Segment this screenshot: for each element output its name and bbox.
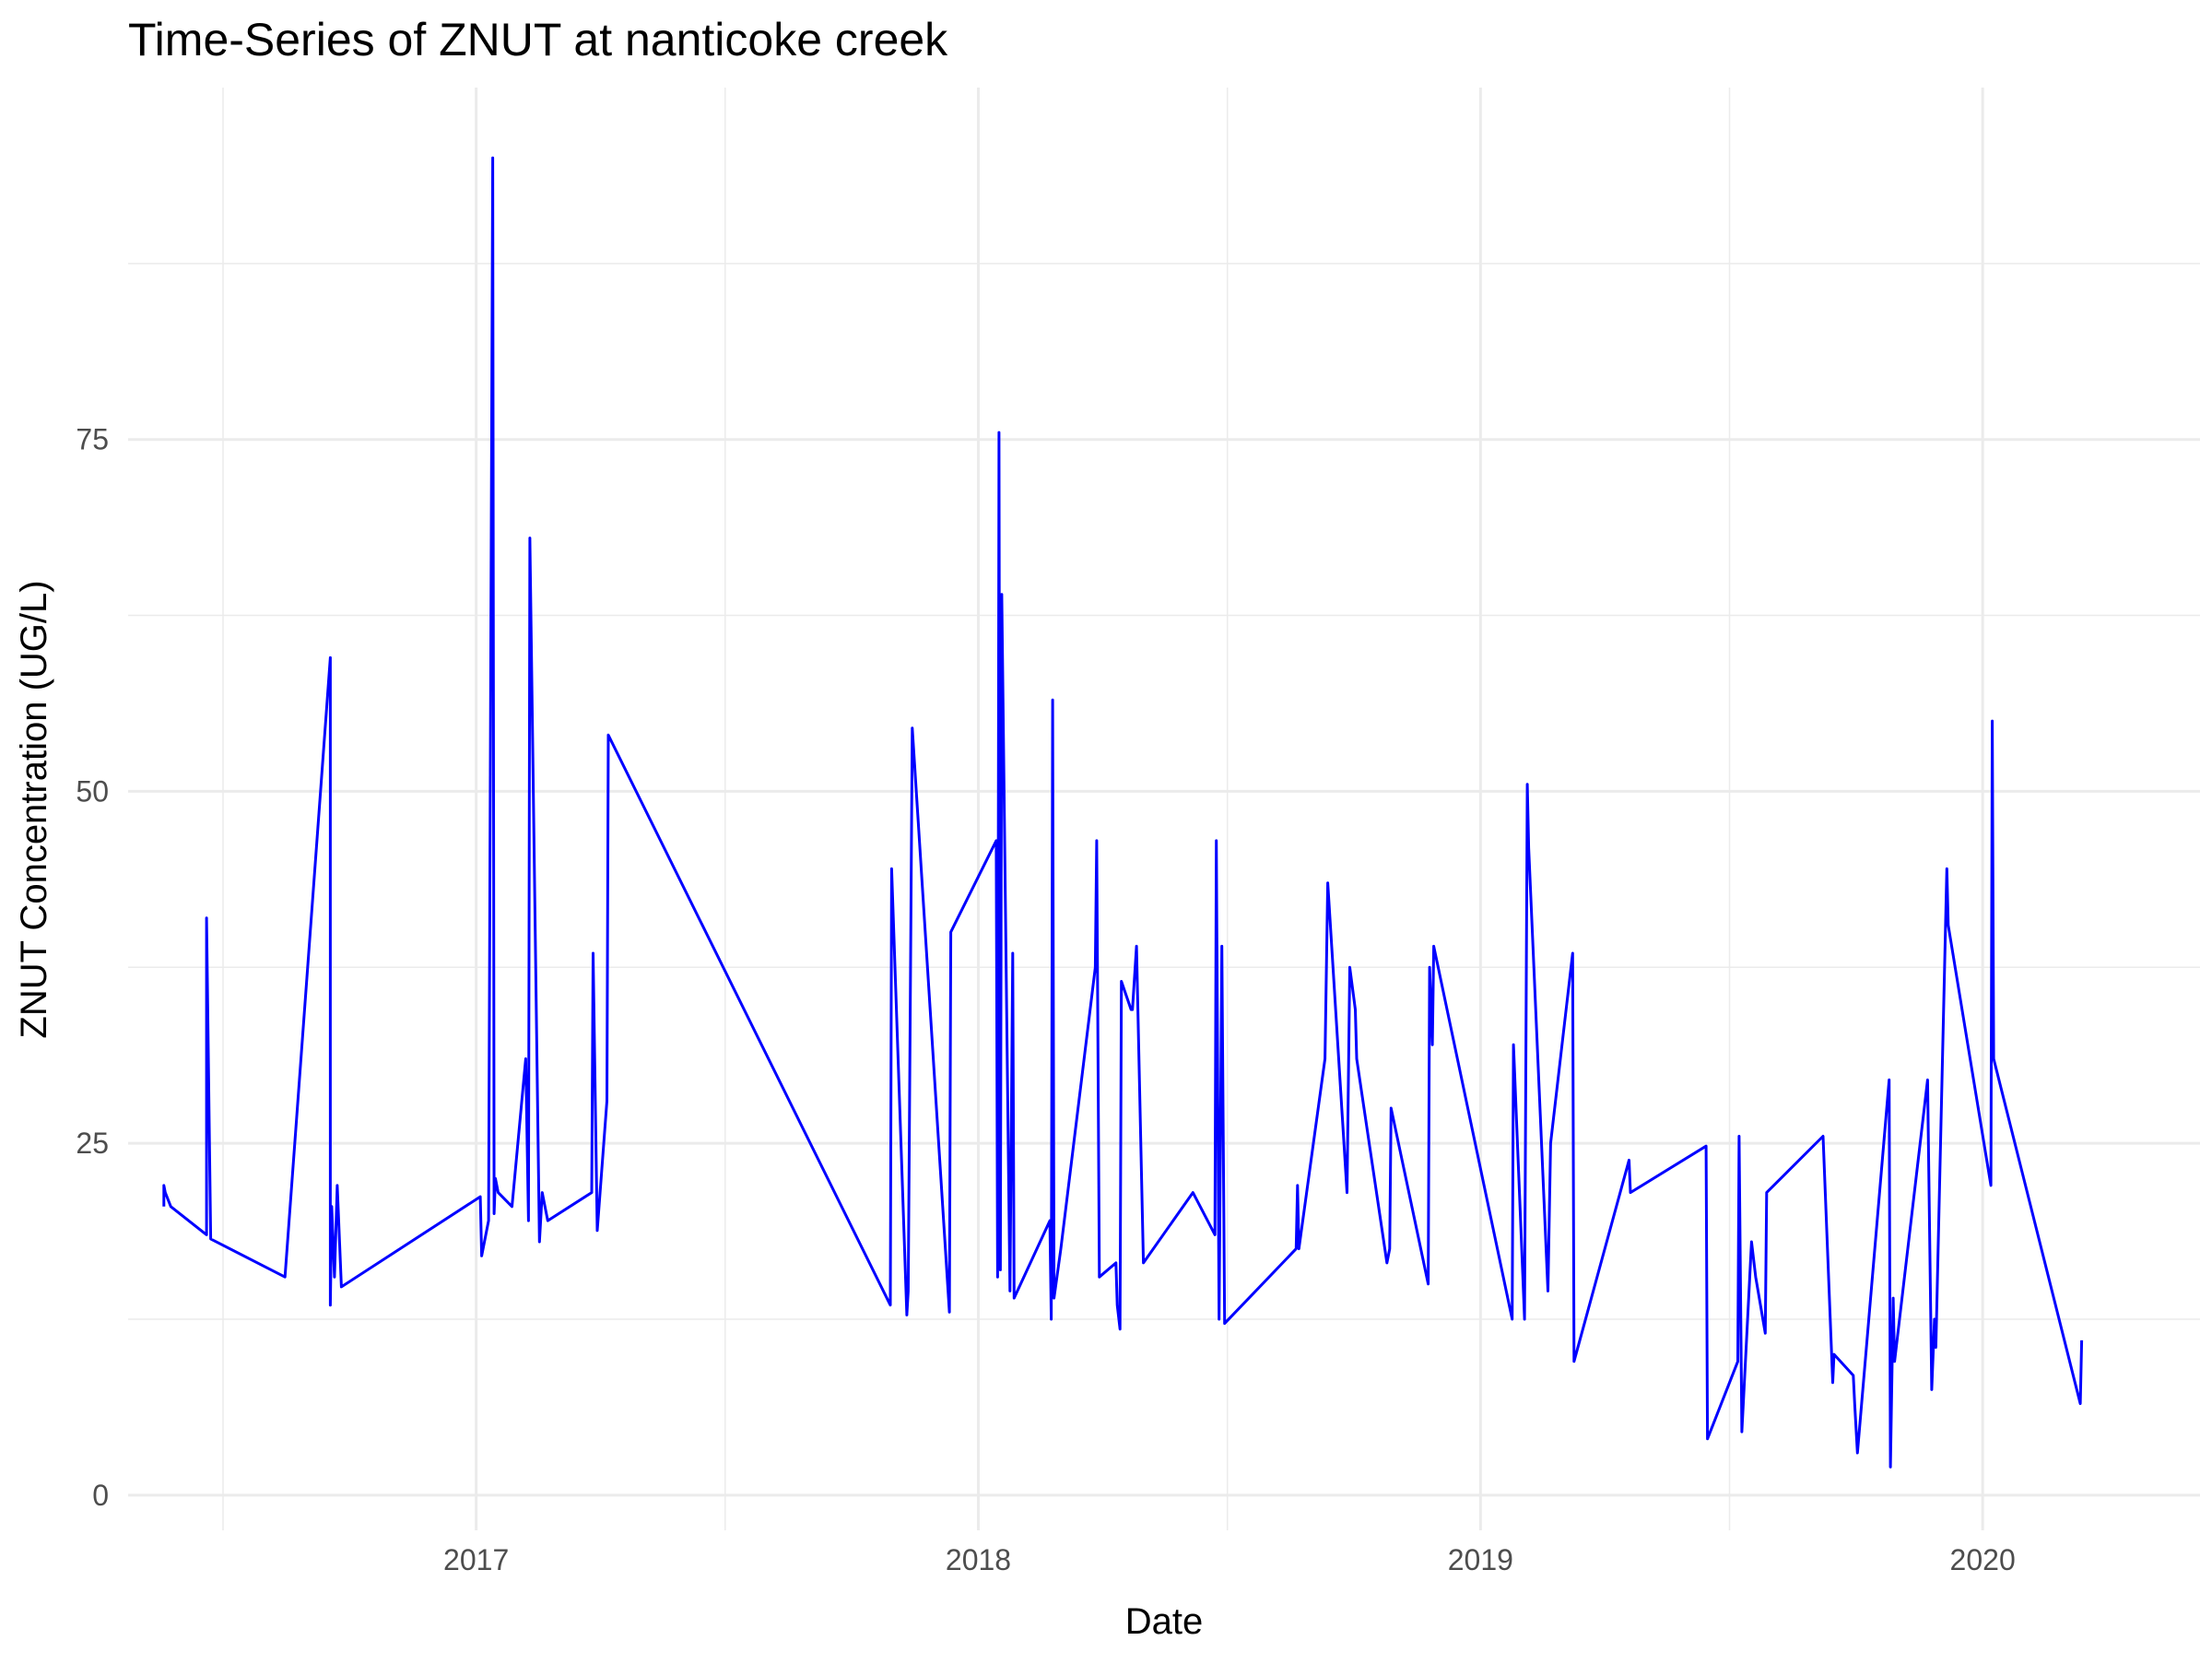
series-layer <box>162 156 2084 1469</box>
y-tick-label: 0 <box>92 1479 109 1512</box>
x-axis-title: Date <box>1125 1601 1204 1642</box>
x-tick-labels: 2017 2018 2019 2020 <box>443 1543 2016 1576</box>
y-tick-label: 50 <box>76 774 109 808</box>
y-tick-labels: 0 25 50 75 <box>76 423 109 1512</box>
y-tick-label: 25 <box>76 1127 109 1160</box>
x-tick-label: 2019 <box>1448 1543 1513 1576</box>
y-tick-label: 75 <box>76 423 109 456</box>
x-tick-label: 2017 <box>443 1543 509 1576</box>
x-tick-label: 2020 <box>1950 1543 2016 1576</box>
y-axis-title: ZNUT Concentration (UG/L) <box>14 580 54 1038</box>
x-tick-label: 2018 <box>946 1543 1011 1576</box>
chart-title: Time-Series of ZNUT at nanticoke creek <box>128 14 948 65</box>
series-line <box>162 156 2084 1469</box>
grid-lines <box>128 88 2200 1530</box>
